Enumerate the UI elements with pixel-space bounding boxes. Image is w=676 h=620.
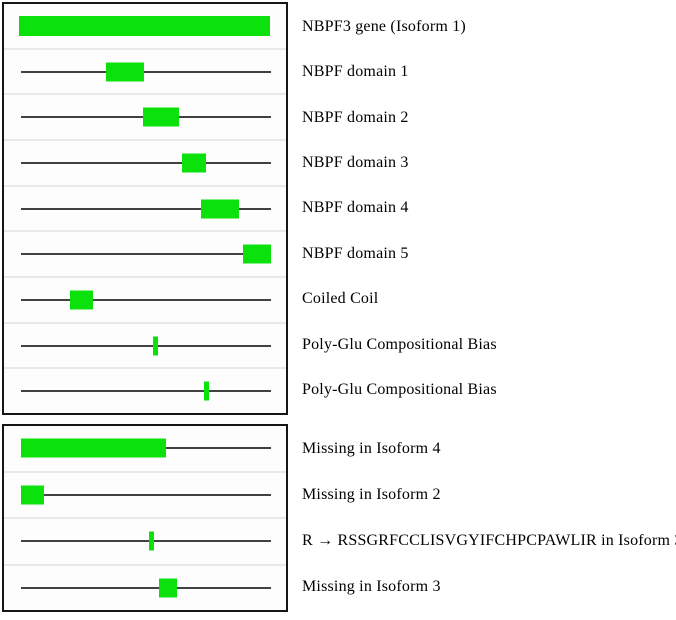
track-line	[21, 493, 271, 496]
label-row: Poly-Glu Compositional Bias	[302, 368, 674, 413]
feature-nbpf3-gene-bar	[19, 15, 270, 36]
track-line	[21, 344, 271, 347]
track-row-coiled-coil	[4, 278, 286, 324]
label-row: NBPF domain 5	[302, 231, 674, 276]
label-nbpf-domain-2: NBPF domain 2	[302, 108, 409, 126]
feature-nbpf-domain-1	[106, 62, 144, 81]
track-row-missing-isoform-2	[4, 472, 286, 519]
feature-poly-glu-2	[204, 381, 209, 401]
track-row-poly-glu-2	[4, 369, 286, 414]
track-line	[21, 161, 271, 164]
label-nbpf3-gene: NBPF3 gene (Isoform 1)	[302, 17, 466, 35]
label-poly-glu-2: Poly-Glu Compositional Bias	[302, 381, 497, 399]
label-row: NBPF domain 3	[302, 140, 674, 185]
label-row: NBPF3 gene (Isoform 1)	[302, 4, 674, 49]
label-missing-isoform-4: Missing in Isoform 4	[302, 440, 441, 457]
label-row: NBPF domain 4	[302, 186, 674, 231]
track-row-domain-5	[4, 232, 286, 279]
feature-nbpf-domain-4	[201, 199, 239, 219]
feature-nbpf-domain-5	[243, 244, 271, 264]
track-row-substitution-isoform-3	[4, 519, 286, 566]
label-missing-isoform-3: Missing in Isoform 3	[302, 578, 441, 595]
label-row: NBPF domain 1	[302, 49, 674, 94]
feature-coiled-coil	[70, 290, 93, 310]
label-column-bottom: Missing in Isoform 4 Missing in Isoform …	[300, 424, 676, 612]
label-missing-isoform-2: Missing in Isoform 2	[302, 486, 441, 503]
track-row-gene	[4, 4, 286, 50]
label-substitution-isoform-3: R → RSSGRFCCLISVGYIFCHPCPAWLIR in Isofor…	[302, 532, 676, 549]
label-poly-glu-1: Poly-Glu Compositional Bias	[302, 335, 497, 353]
label-coiled-coil: Coiled Coil	[302, 290, 379, 308]
feature-substitution-isoform-3	[149, 531, 154, 551]
feature-panel-bottom	[2, 424, 288, 612]
track-line	[21, 298, 271, 301]
label-nbpf-domain-1: NBPF domain 1	[302, 63, 409, 81]
label-row: Poly-Glu Compositional Bias	[302, 322, 674, 367]
feature-poly-glu-1	[153, 336, 158, 356]
feature-nbpf-domain-2	[143, 107, 179, 127]
track-line	[21, 540, 271, 543]
track-line	[21, 390, 271, 393]
label-column-top: NBPF3 gene (Isoform 1) NBPF domain 1 NBP…	[300, 2, 676, 415]
track-row-domain-4	[4, 186, 286, 233]
label-row: Coiled Coil	[302, 277, 674, 322]
track-line	[21, 586, 271, 589]
label-row: NBPF domain 2	[302, 95, 674, 140]
label-row: Missing in Isoform 4	[302, 426, 674, 472]
feature-nbpf-domain-3	[182, 153, 206, 173]
track-row-missing-isoform-4	[4, 426, 286, 473]
label-row: R → RSSGRFCCLISVGYIFCHPCPAWLIR in Isofor…	[302, 518, 676, 564]
track-line	[21, 70, 271, 73]
feature-missing-isoform-4	[21, 438, 166, 458]
track-line	[21, 207, 271, 210]
label-nbpf-domain-4: NBPF domain 4	[302, 199, 409, 217]
track-line	[21, 253, 271, 256]
feature-panel-top	[2, 2, 288, 415]
track-row-domain-1	[4, 49, 286, 96]
label-nbpf-domain-5: NBPF domain 5	[302, 244, 409, 262]
feature-missing-isoform-3	[159, 578, 177, 598]
feature-missing-isoform-2	[21, 485, 44, 505]
label-nbpf-domain-3: NBPF domain 3	[302, 154, 409, 172]
track-row-missing-isoform-3	[4, 565, 286, 610]
track-row-domain-3	[4, 141, 286, 187]
track-row-domain-2	[4, 95, 286, 142]
label-row: Missing in Isoform 3	[302, 564, 674, 610]
track-row-poly-glu-1	[4, 323, 286, 370]
label-row: Missing in Isoform 2	[302, 472, 674, 518]
